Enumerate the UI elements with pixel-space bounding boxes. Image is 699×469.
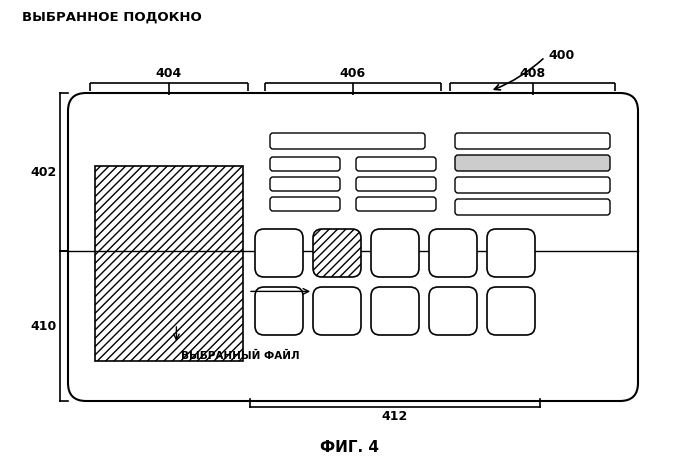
- FancyBboxPatch shape: [455, 133, 610, 149]
- FancyBboxPatch shape: [255, 287, 303, 335]
- Bar: [95, 166, 243, 361]
- Text: 412: 412: [382, 410, 408, 423]
- Text: ВЫБРАННОЕ ПОДОКНО: ВЫБРАННОЕ ПОДОКНО: [22, 11, 202, 24]
- Text: 404: 404: [156, 67, 182, 80]
- FancyBboxPatch shape: [487, 229, 535, 277]
- Text: 408: 408: [519, 67, 545, 80]
- FancyBboxPatch shape: [429, 287, 477, 335]
- FancyBboxPatch shape: [270, 197, 340, 211]
- FancyBboxPatch shape: [455, 155, 610, 171]
- FancyBboxPatch shape: [313, 229, 361, 277]
- FancyBboxPatch shape: [455, 199, 610, 215]
- FancyBboxPatch shape: [455, 177, 610, 193]
- Text: 402: 402: [31, 166, 57, 179]
- Text: ФИГ. 4: ФИГ. 4: [319, 440, 378, 455]
- FancyBboxPatch shape: [356, 177, 436, 191]
- FancyBboxPatch shape: [255, 229, 303, 277]
- FancyBboxPatch shape: [313, 287, 361, 335]
- FancyBboxPatch shape: [68, 93, 638, 401]
- FancyBboxPatch shape: [371, 287, 419, 335]
- FancyBboxPatch shape: [356, 197, 436, 211]
- Text: ВЫБРАННЫЙ ФАЙЛ: ВЫБРАННЫЙ ФАЙЛ: [182, 351, 300, 361]
- FancyBboxPatch shape: [487, 287, 535, 335]
- Text: 406: 406: [340, 67, 366, 80]
- FancyBboxPatch shape: [270, 133, 425, 149]
- FancyBboxPatch shape: [356, 157, 436, 171]
- FancyBboxPatch shape: [270, 157, 340, 171]
- FancyBboxPatch shape: [270, 177, 340, 191]
- Text: 400: 400: [548, 48, 575, 61]
- FancyBboxPatch shape: [429, 229, 477, 277]
- Text: 410: 410: [31, 319, 57, 333]
- FancyBboxPatch shape: [371, 229, 419, 277]
